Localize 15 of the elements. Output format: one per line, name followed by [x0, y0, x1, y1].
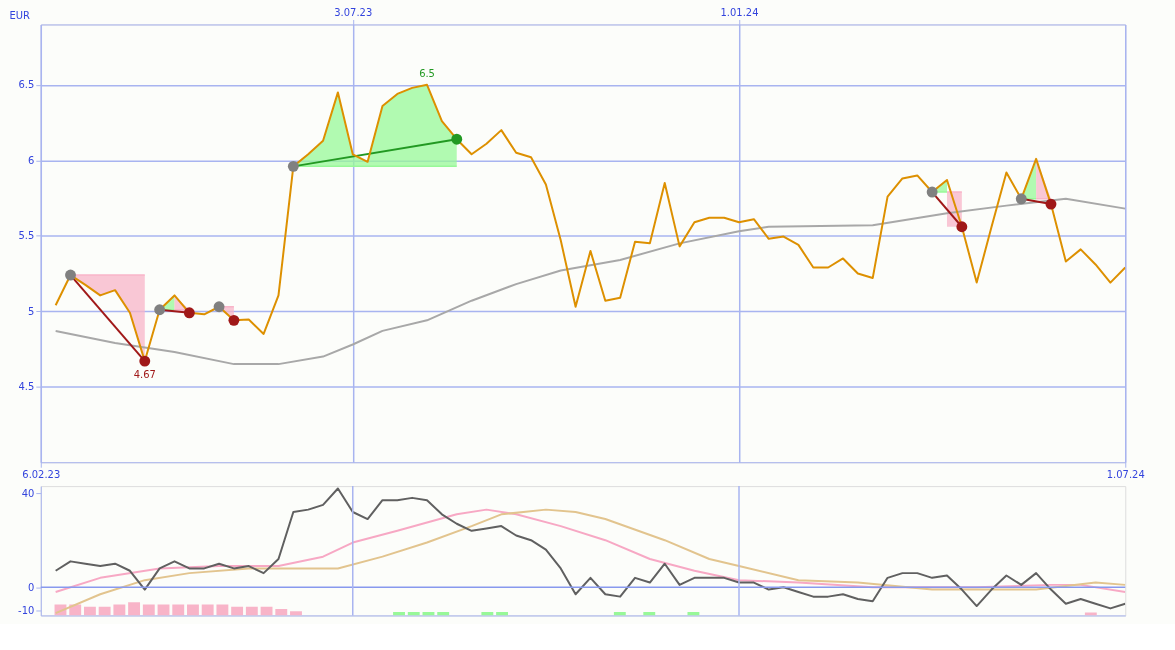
annotation: 4.67 — [133, 369, 156, 381]
y-tick-label: 6 — [28, 154, 35, 166]
y-tick-label: 0 — [28, 581, 35, 593]
x2-tick-label: 3.07.23 — [334, 7, 373, 19]
y-tick-label: 5.5 — [18, 230, 35, 242]
y-tick-label: 5 — [28, 305, 35, 317]
x-tick-label: 1.07.24 — [1106, 468, 1145, 480]
y-tick-label: -10 — [18, 605, 35, 617]
y-tick-label: 4.5 — [18, 381, 35, 393]
y-tick-label: 40 — [21, 487, 35, 499]
x2-tick-label: 1.01.24 — [720, 7, 759, 19]
annotation: 6.5 — [419, 67, 435, 79]
y-tick-label: 6.5 — [18, 79, 35, 91]
y-axis-title: EUR — [9, 10, 30, 21]
x-tick-label: 6.02.23 — [22, 468, 61, 480]
